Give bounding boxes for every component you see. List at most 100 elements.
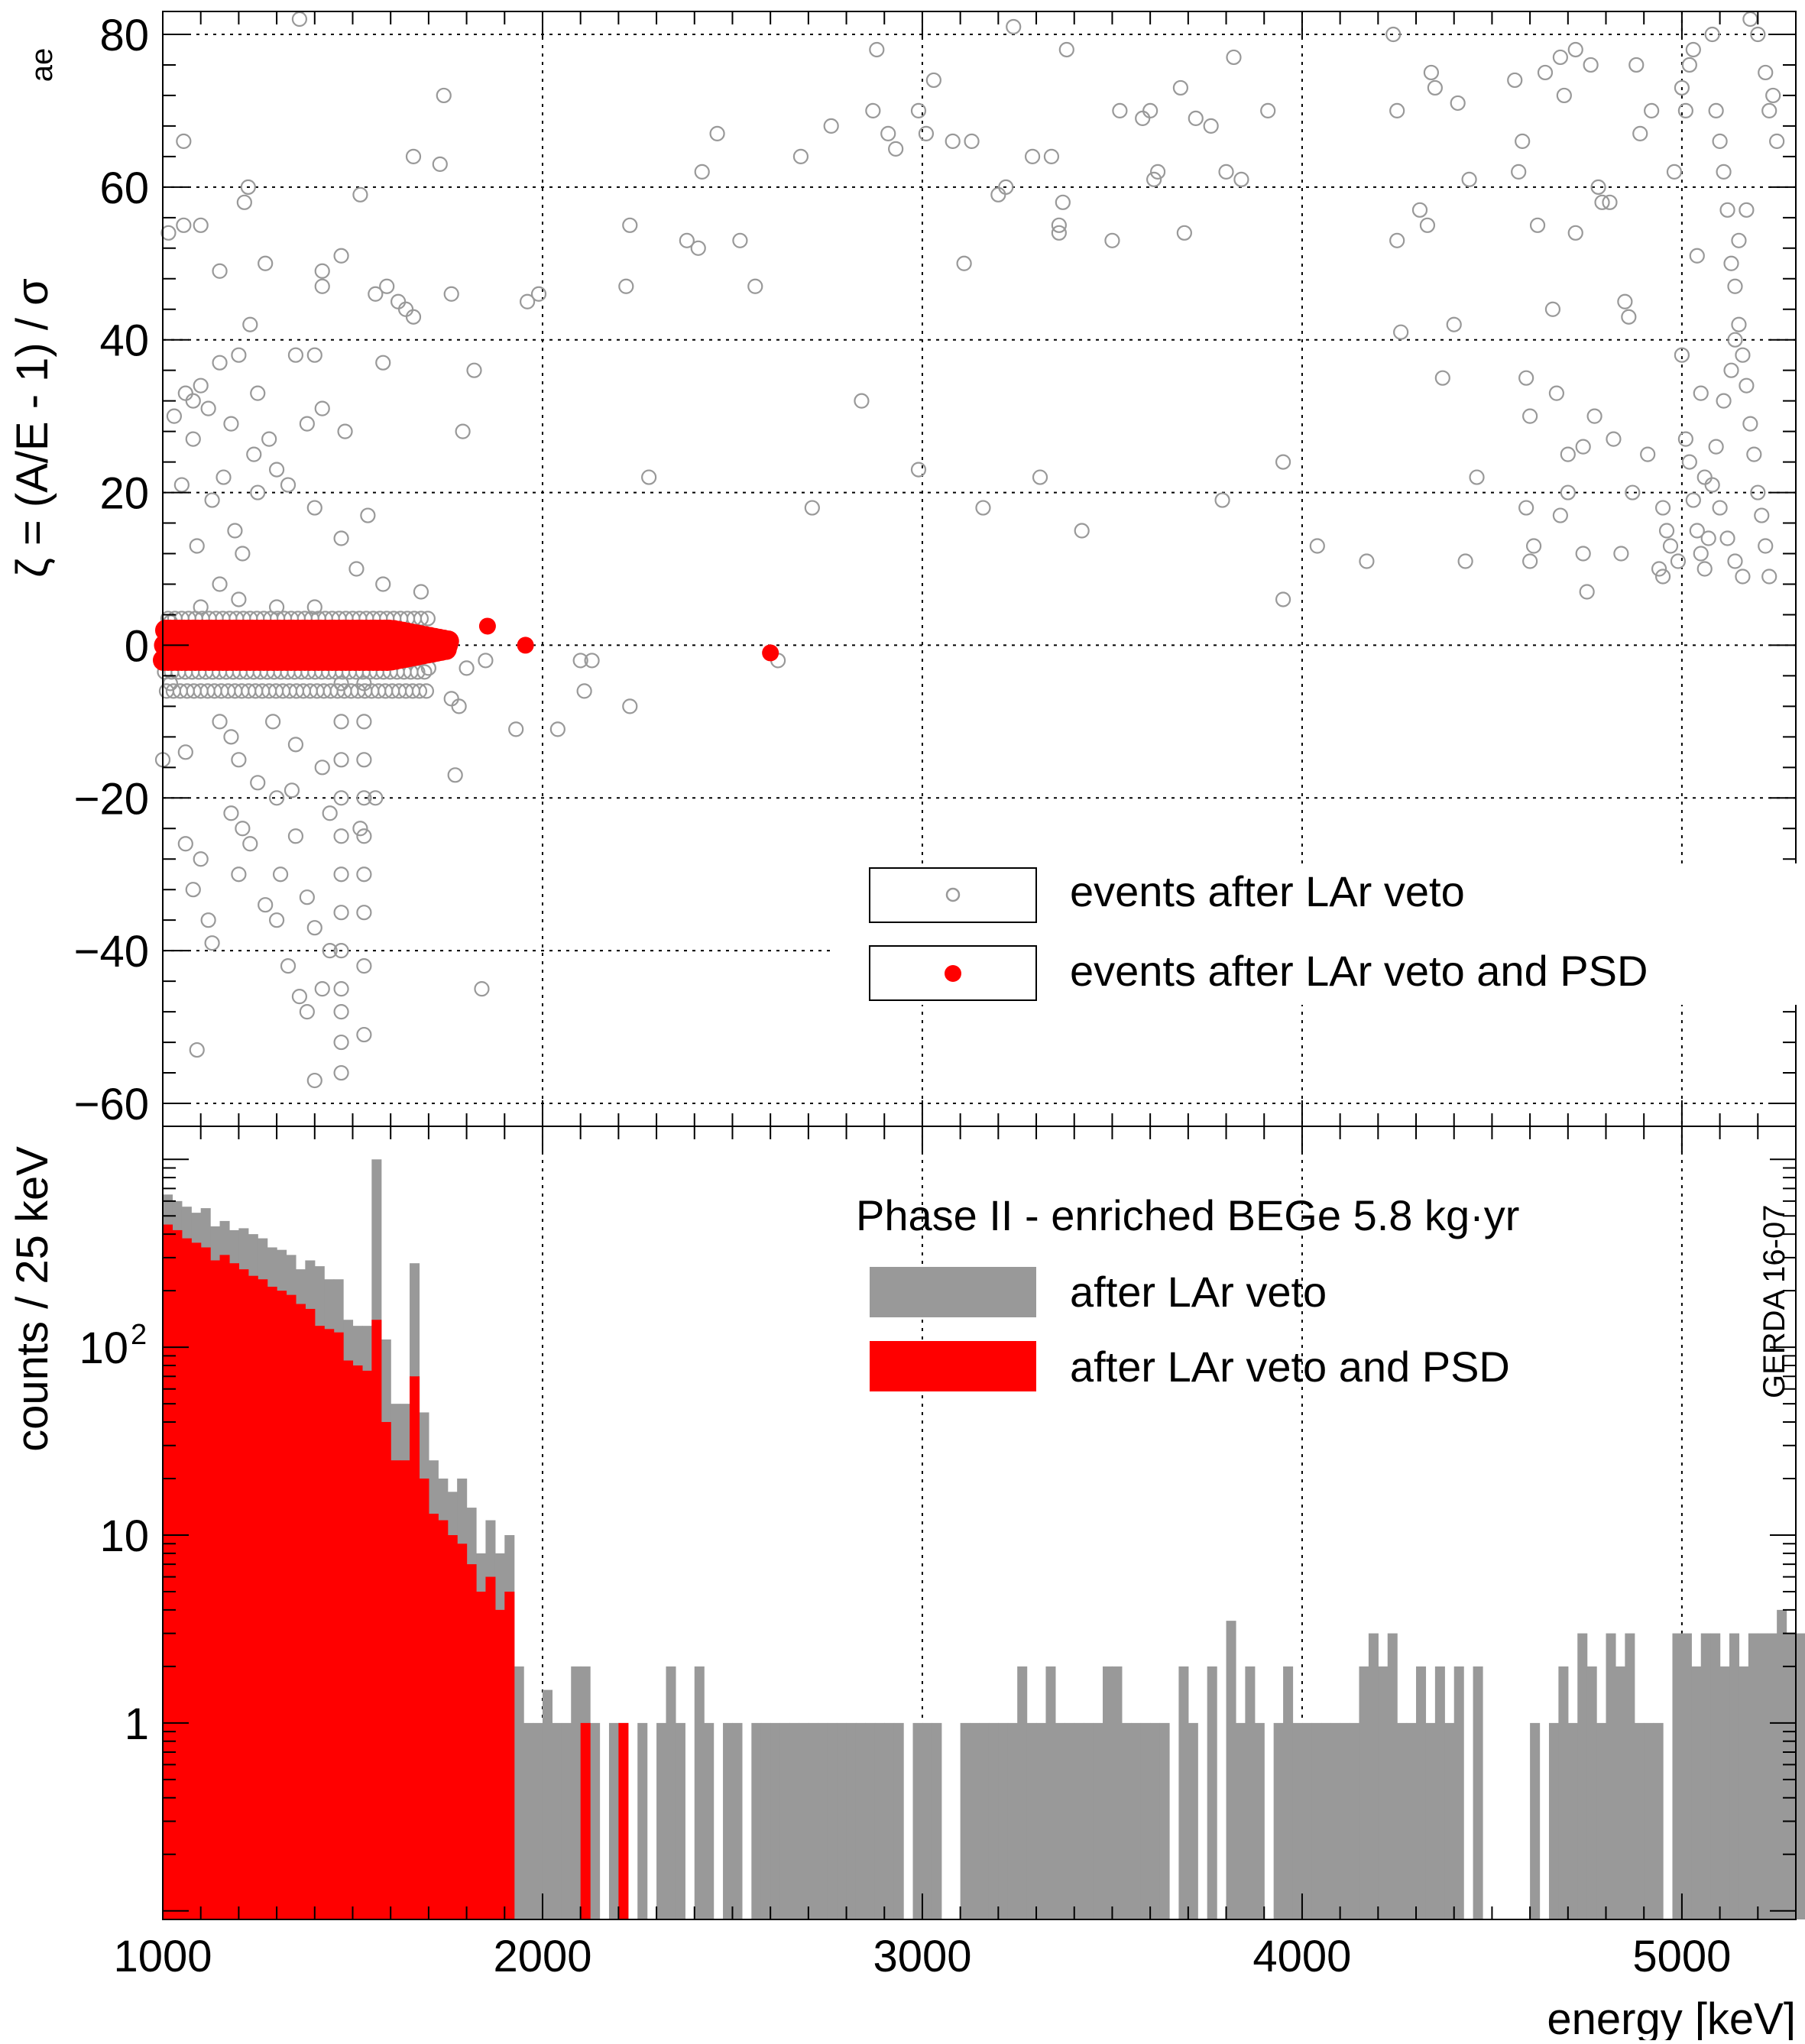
histogram-bar: [1567, 1722, 1578, 1919]
x-tick-label: 1000: [113, 1932, 212, 1981]
scatter-point: [1739, 202, 1755, 218]
scatter-point: [1689, 248, 1705, 264]
scatter-point: [732, 232, 748, 248]
scatter-point: [280, 958, 297, 974]
scatter-point: [356, 714, 372, 730]
scatter-point: [231, 752, 247, 768]
scatter-point: [1754, 507, 1770, 523]
histogram-bar: [818, 1722, 828, 1919]
scatter-point: [1518, 500, 1534, 516]
histogram-bar: [371, 1320, 382, 1919]
scatter-point: [804, 500, 820, 516]
scatter-point: [200, 912, 216, 928]
scatter-point: [1518, 370, 1534, 386]
scatter-point: [1685, 492, 1701, 508]
histogram-bar: [846, 1722, 857, 1919]
scatter-point: [280, 477, 297, 493]
scatter-point: [1567, 225, 1583, 241]
histogram-bar: [1273, 1722, 1284, 1919]
top-y-tick-label: 20: [99, 469, 149, 519]
histogram-bar: [637, 1722, 648, 1919]
scatter-point: [1727, 332, 1743, 348]
scatter-point: [1704, 477, 1720, 493]
scatter-point: [250, 484, 266, 500]
scatter-point: [231, 867, 247, 883]
histogram-bar: [874, 1722, 885, 1919]
histogram-bar: [1434, 1666, 1445, 1919]
scatter-point: [1654, 500, 1671, 516]
scatter-point: [1522, 408, 1538, 424]
scatter-point: [1575, 546, 1591, 562]
scatter-point: [964, 133, 980, 149]
scatter-point: [1677, 102, 1693, 119]
histogram-bar: [1586, 1666, 1597, 1919]
histogram-bar: [960, 1722, 971, 1919]
histogram-bar: [333, 1332, 344, 1919]
bottom-panel-frame: [162, 1126, 1797, 1920]
histogram-bar: [1425, 1722, 1436, 1919]
histogram-bar: [286, 1294, 297, 1919]
scatter-point: [1735, 568, 1751, 585]
scatter-point: [193, 217, 209, 233]
scatter-point: [474, 981, 490, 997]
scatter-point: [1457, 553, 1473, 569]
scatter-point: [1203, 118, 1219, 134]
scatter-point: [622, 698, 638, 714]
scatter-point: [1260, 102, 1276, 119]
scatter-point: [998, 179, 1014, 195]
scatter-point: [272, 867, 289, 883]
scatter-point: [1727, 278, 1743, 294]
histogram-bar: [1691, 1666, 1702, 1919]
scatter-point: [223, 729, 239, 745]
scatter-point: [212, 263, 228, 279]
scatter-point: [1411, 202, 1428, 218]
histogram-bar: [410, 1376, 420, 1919]
scatter-point: [1765, 87, 1781, 104]
histogram-bar: [608, 1722, 619, 1919]
scatter-point: [413, 584, 429, 600]
histogram-bar: [1739, 1666, 1749, 1919]
scatter-point: [1142, 102, 1159, 119]
scatter-point: [1606, 431, 1622, 447]
histogram-bar: [514, 1666, 524, 1919]
histogram-bar: [533, 1722, 543, 1919]
top-legend: events after LAr veto events after LAr v…: [833, 863, 1805, 1005]
scatter-point: [215, 469, 232, 485]
scatter-point: [1689, 523, 1705, 539]
histogram-bar: [1188, 1722, 1198, 1919]
scatter-point: [306, 1072, 322, 1089]
scatter-point: [1654, 568, 1671, 585]
histogram-bar: [381, 1421, 391, 1919]
histogram-bar: [1350, 1722, 1360, 1919]
histogram-bar: [314, 1326, 325, 1919]
legend-label-after-lar-veto: after LAr veto: [1070, 1268, 1327, 1316]
histogram-bar: [210, 1260, 221, 1919]
psd-band-point: [437, 630, 459, 653]
histogram-bar: [1596, 1722, 1607, 1919]
scatter-point: [1419, 217, 1436, 233]
scatter-point: [1750, 484, 1766, 500]
histogram-bar: [922, 1722, 932, 1919]
histogram-bar: [770, 1722, 781, 1919]
scatter-point: [418, 683, 435, 699]
psd-outlier-point: [762, 644, 779, 662]
x-tick-label: 3000: [873, 1932, 971, 1981]
scatter-point: [299, 1004, 315, 1020]
scatter-point: [1712, 500, 1728, 516]
histogram-bar: [1634, 1722, 1645, 1919]
scatter-point: [466, 362, 482, 378]
histogram-bar: [1748, 1633, 1758, 1919]
histogram-bar: [1178, 1666, 1189, 1919]
histogram-bar: [1368, 1633, 1379, 1919]
scatter-point: [356, 867, 372, 883]
histogram-bar: [1719, 1666, 1730, 1919]
scatter-point: [1389, 102, 1405, 119]
scatter-point: [185, 393, 201, 409]
scatter-point: [865, 102, 881, 119]
histogram-bar: [1710, 1633, 1721, 1919]
scatter-point: [333, 828, 349, 844]
scatter-point: [792, 148, 809, 164]
legend-swatch-red: [870, 1341, 1036, 1391]
histogram-bar: [912, 1722, 923, 1919]
histogram-bar: [238, 1269, 249, 1919]
